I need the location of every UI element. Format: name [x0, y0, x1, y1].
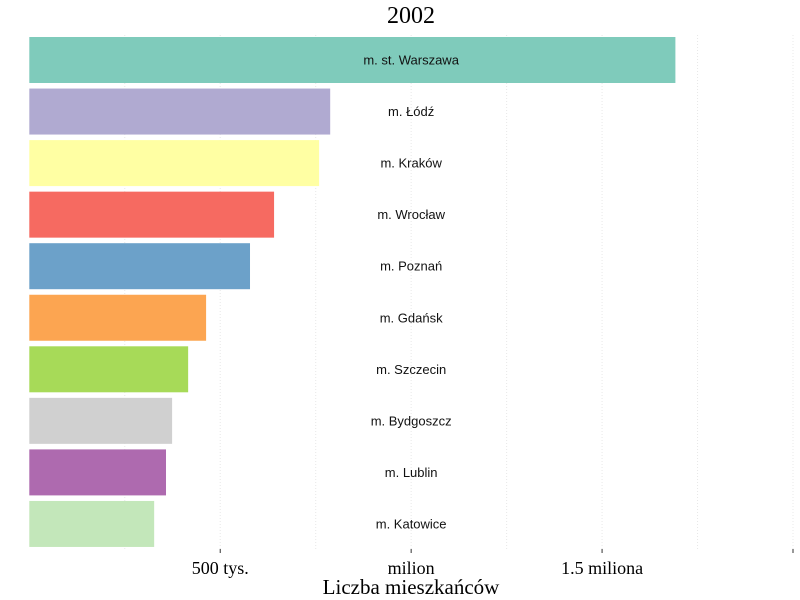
bar-9: [29, 449, 167, 496]
x-tick-label: 1.5 miliona: [561, 558, 643, 578]
bar-label: m. Szczecin: [376, 362, 446, 377]
bar-8: [29, 397, 173, 444]
x-tick-label: 500 tys.: [192, 558, 249, 578]
x-axis-title: Liczba mieszkańców: [323, 575, 500, 599]
bar-6: [29, 294, 207, 341]
chart-title: 2002: [387, 3, 435, 29]
bar-label: m. Poznań: [380, 259, 442, 274]
bar-label: m. Katowice: [376, 516, 447, 531]
bars: [29, 37, 676, 547]
bar-label: m. Lublin: [385, 465, 438, 480]
x-tick-label: milion: [388, 558, 435, 578]
bar-label: m. Gdańsk: [380, 310, 443, 325]
bar-3: [29, 140, 320, 187]
bar-label: m. Kraków: [380, 156, 442, 171]
bar-1: [29, 37, 676, 83]
bar-2: [29, 88, 331, 135]
bar-10: [29, 500, 155, 547]
bar-label: m. st. Warszawa: [363, 53, 459, 68]
bar-label: m. Bydgoszcz: [371, 413, 452, 428]
bar-5: [29, 243, 251, 290]
x-axis: 500 tys. milion 1.5 miliona: [192, 549, 794, 578]
bar-4: [29, 191, 275, 238]
bar-label: m. Łódź: [388, 104, 434, 119]
bar-label: m. Wrocław: [377, 207, 445, 222]
bar-7: [29, 346, 189, 393]
bar-labels: m. st. Warszawa m. Łódź m. Kraków m. Wrocła…: [363, 53, 459, 532]
